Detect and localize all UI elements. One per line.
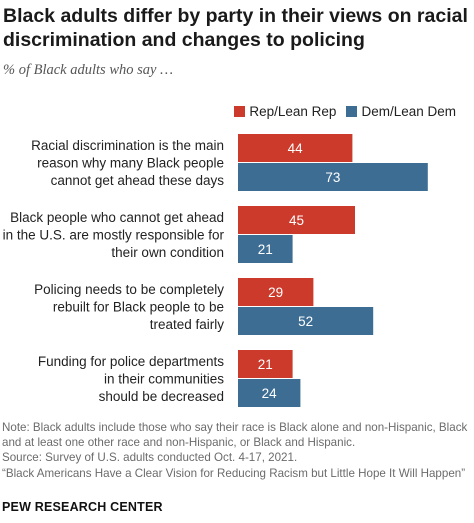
chart-footer: Note: Black adults include those who say… — [2, 420, 472, 481]
category-label: should be decreased — [99, 389, 224, 404]
category-label: Racial discrimination is the main — [31, 138, 224, 153]
chart-title: Black adults differ by party in their vi… — [3, 5, 468, 51]
footer-note-line-1: Note: Black adults include those who say… — [2, 421, 468, 434]
category-label: in their communities — [104, 372, 224, 387]
bar-rep — [238, 350, 293, 378]
category-label: cannot get ahead these days — [51, 173, 225, 188]
legend-swatch-dem — [346, 106, 358, 117]
category-label: Policing needs to be completely — [34, 282, 224, 297]
legend-label-dem: Dem/Lean Dem — [361, 104, 456, 119]
category-label: rebuilt for Black people to be — [53, 300, 224, 315]
bar-value-label-rep: 45 — [289, 213, 304, 228]
category-label: in the U.S. are mostly responsible for — [3, 228, 225, 243]
legend-item-rep: Rep/Lean Rep — [234, 104, 336, 119]
bar-value-label-dem: 21 — [258, 242, 273, 257]
bar-value-label-dem: 52 — [298, 314, 313, 329]
bar-dem — [238, 379, 301, 407]
category-label: their own condition — [111, 245, 224, 260]
legend-label-rep: Rep/Lean Rep — [249, 104, 337, 119]
bar-value-label-dem: 73 — [325, 170, 340, 185]
bar-value-label-dem: 24 — [262, 386, 278, 401]
bar-value-label-rep: 44 — [288, 141, 304, 156]
category-label: Black people who cannot get ahead — [10, 210, 224, 225]
bar-dem — [238, 235, 293, 263]
bar-rep — [238, 278, 314, 306]
legend-item-dem: Dem/Lean Dem — [346, 104, 456, 119]
category-label: treated fairly — [150, 317, 225, 332]
bar-rep — [238, 134, 353, 162]
legend-swatch-rep — [234, 106, 246, 117]
chart-legend: Rep/Lean Rep Dem/Lean Dem — [234, 104, 456, 119]
bar-dem — [238, 307, 374, 335]
footer-note-line-2: and at least one other race and non-Hisp… — [2, 436, 356, 450]
footer-report-title: “Black Americans Have a Clear Vision for… — [2, 466, 466, 480]
brand-logo-text: PEW RESEARCH CENTER — [2, 500, 163, 514]
category-label: reason why many Black people — [37, 156, 224, 171]
bar-value-label-rep: 21 — [258, 357, 273, 372]
bar-chart: Racial discrimination is the main reason … — [3, 134, 428, 407]
category-label: Funding for police departments — [38, 354, 224, 369]
bar-rep — [238, 206, 355, 234]
chart-subtitle: % of Black adults who say … — [3, 62, 173, 78]
bar-dem — [238, 163, 428, 191]
bar-value-label-rep: 29 — [268, 285, 283, 300]
footer-source: Source: Survey of U.S. adults conducted … — [2, 451, 298, 465]
